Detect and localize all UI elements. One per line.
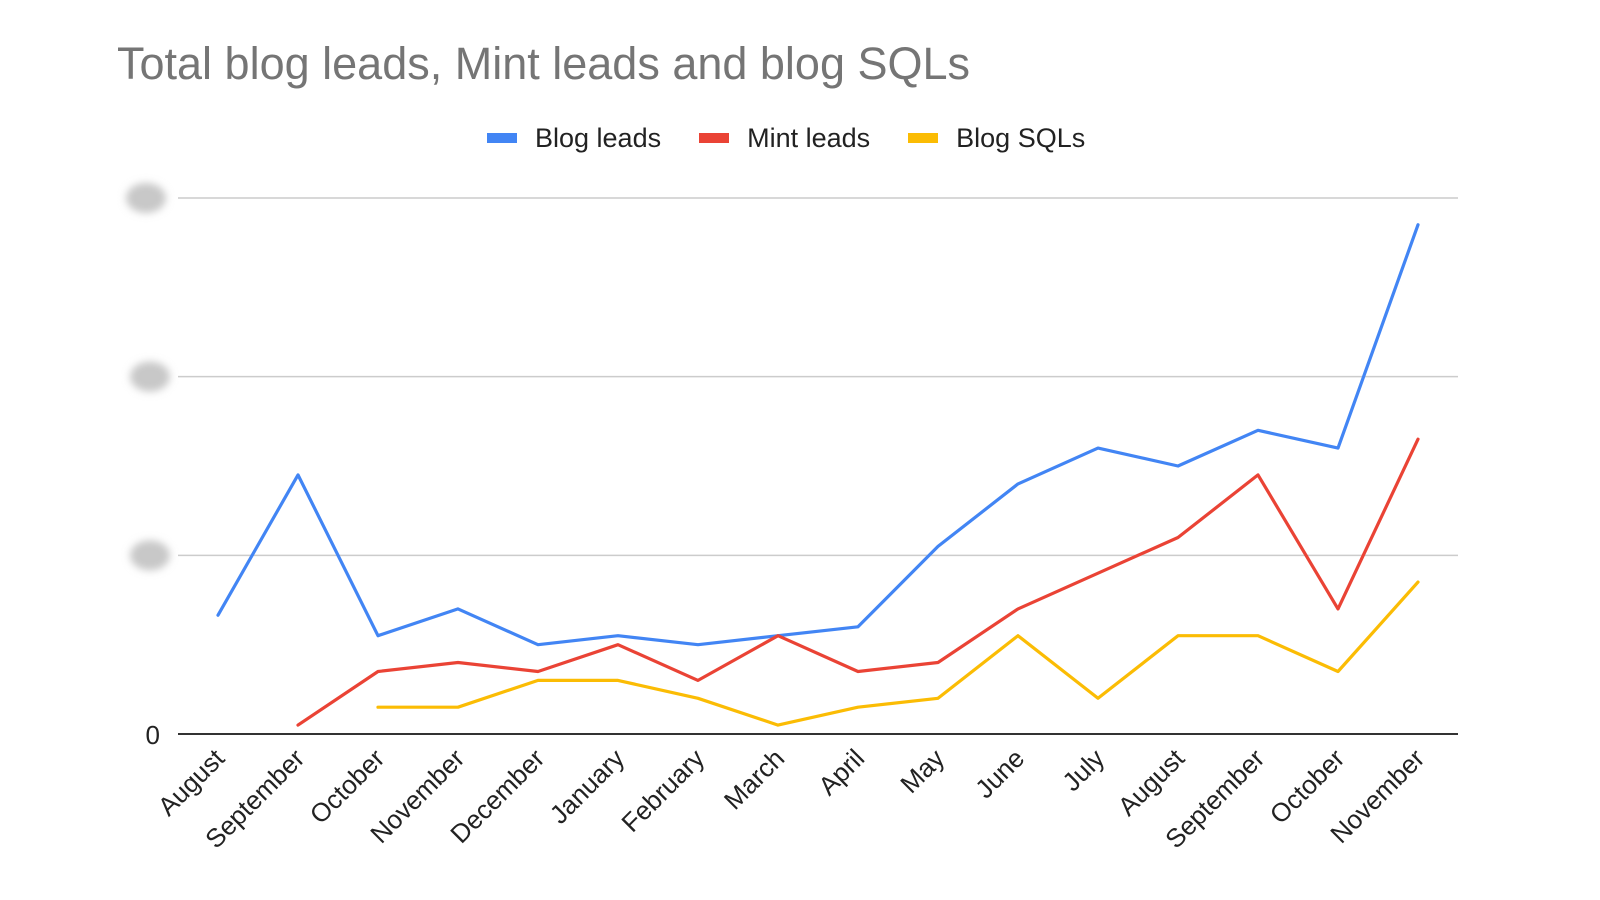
x-tick-label: April xyxy=(812,743,870,801)
legend-item-blog-leads[interactable]: Blog leads xyxy=(487,123,661,154)
legend-item-mint-leads[interactable]: Mint leads xyxy=(699,123,870,154)
y-tick-label: 0 xyxy=(146,720,160,750)
redacted-y-label-3 xyxy=(126,183,166,213)
x-tick-label: February xyxy=(615,743,710,838)
legend-label-mint-leads: Mint leads xyxy=(747,122,871,153)
legend: Blog leads Mint leads Blog SQLs xyxy=(487,120,1123,156)
x-axis-labels: AugustSeptemberOctoberNovemberDecemberJa… xyxy=(152,742,1431,854)
redacted-y-label-2 xyxy=(130,361,170,392)
legend-swatch-mint-leads xyxy=(699,133,730,143)
series-line-blog-sqls xyxy=(376,580,1420,727)
x-tick-label: July xyxy=(1056,743,1110,797)
legend-swatch-blog-leads xyxy=(487,133,517,143)
legend-swatch-blog-sqls xyxy=(908,133,939,143)
legend-label-blog-sqls: Blog SQLs xyxy=(956,122,1086,153)
y-axis-labels: 0 xyxy=(126,183,170,750)
series-line-mint-leads xyxy=(296,437,1420,727)
x-tick-label: May xyxy=(894,743,950,799)
x-tick-label: August xyxy=(152,742,231,821)
grid-lines xyxy=(178,197,1458,735)
redacted-y-label-1 xyxy=(130,540,170,571)
chart-title: Total blog leads, Mint leads and blog SQ… xyxy=(117,38,971,89)
x-tick-label: March xyxy=(718,743,790,815)
legend-item-blog-sqls[interactable]: Blog SQLs xyxy=(908,123,1085,154)
series-line-blog-leads xyxy=(216,223,1420,647)
x-tick-label: June xyxy=(969,743,1030,804)
legend-label-blog-leads: Blog leads xyxy=(535,122,662,153)
series-lines xyxy=(216,223,1420,727)
x-tick-label: August xyxy=(1112,742,1191,821)
